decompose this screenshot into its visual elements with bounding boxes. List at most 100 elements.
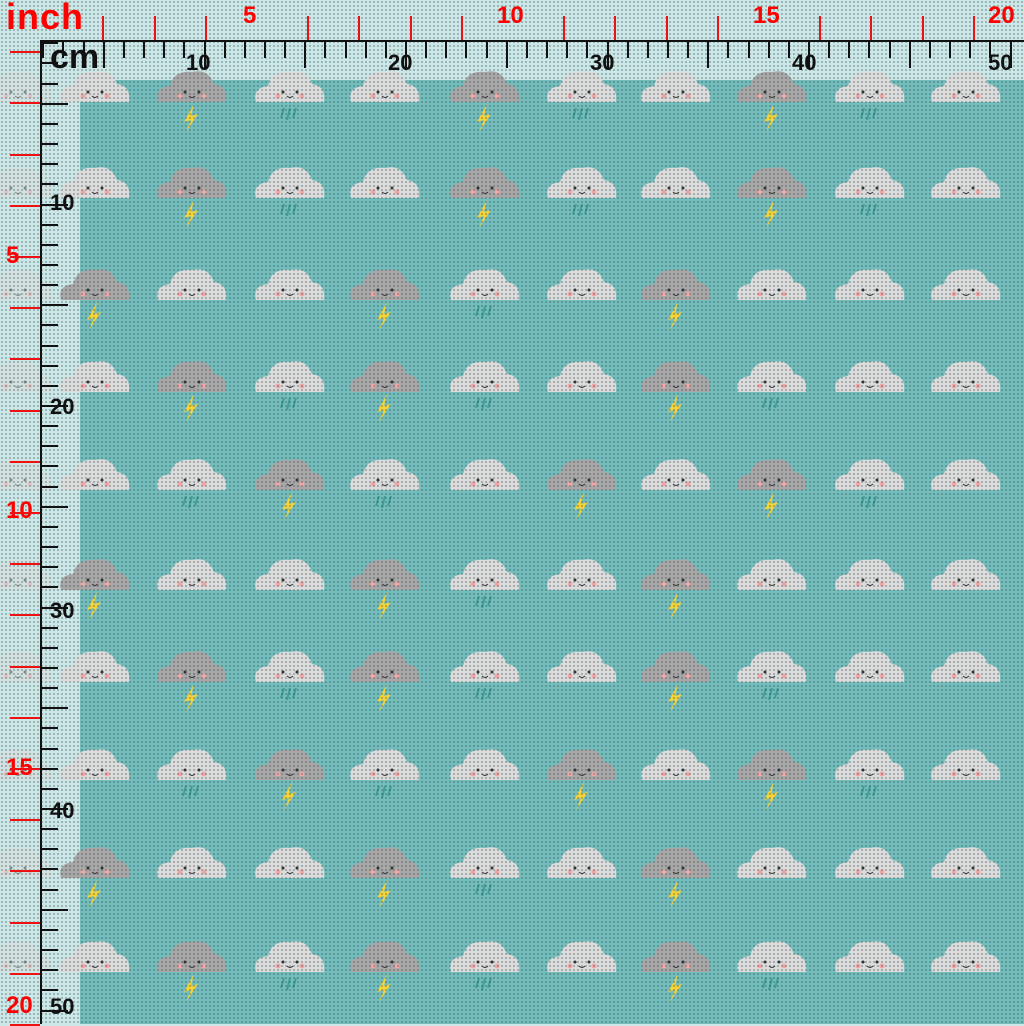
inch-tick [10, 204, 40, 207]
happy-cloud-icon [157, 847, 227, 878]
storm-cloud-icon [350, 361, 420, 422]
happy-cloud-icon [547, 651, 617, 682]
cm-tick [40, 868, 58, 871]
rain-cloud-icon [737, 651, 807, 701]
happy-cloud-icon [60, 459, 130, 490]
rain-cloud-icon [450, 651, 520, 701]
cm-tick [908, 40, 911, 68]
inch-tick [870, 16, 873, 40]
happy-cloud-icon [931, 361, 1001, 392]
cm-label-top: 50 [988, 50, 1013, 75]
inch-unit-label: inch [6, 0, 85, 37]
cm-tick [40, 828, 58, 831]
cm-tick [525, 40, 528, 58]
inch-tick [10, 665, 40, 668]
cm-tick [40, 747, 58, 750]
cm-tick [40, 566, 58, 569]
happy-cloud-icon [835, 559, 905, 590]
storm-cloud-icon [157, 941, 227, 1002]
storm-cloud-icon [350, 269, 420, 330]
cm-tick [40, 243, 58, 246]
cm-tick [848, 40, 851, 58]
cm-tick [40, 263, 58, 266]
cm-tick [40, 908, 68, 911]
happy-cloud-icon [931, 941, 1001, 972]
happy-cloud-icon [60, 361, 130, 392]
happy-cloud-icon [0, 941, 53, 972]
cm-tick [364, 40, 367, 58]
cm-tick [405, 40, 407, 68]
cm-tick [868, 40, 871, 58]
cm-tick [40, 344, 58, 347]
cm-tick [40, 425, 58, 428]
cm-tick [425, 40, 428, 58]
happy-cloud-icon [547, 361, 617, 392]
happy-cloud-icon [60, 71, 130, 102]
rain-cloud-icon [255, 167, 325, 217]
cm-tick [40, 969, 58, 972]
cm-tick [40, 163, 58, 166]
storm-cloud-icon [641, 847, 711, 908]
happy-cloud-icon [0, 847, 53, 878]
inch-label-left: 20 [6, 992, 33, 1019]
cm-tick [40, 102, 68, 105]
inch-tick [10, 921, 40, 924]
happy-cloud-icon [641, 459, 711, 490]
rain-cloud-icon [157, 459, 227, 509]
inch-label-left: 15 [6, 754, 33, 781]
storm-cloud-icon [60, 269, 130, 330]
inch-tick [10, 409, 40, 412]
rain-cloud-icon [450, 559, 520, 609]
inch-tick [460, 16, 463, 40]
happy-cloud-icon [737, 847, 807, 878]
cm-tick [687, 40, 690, 58]
rain-cloud-icon [255, 361, 325, 411]
cm-tick [40, 143, 58, 146]
inch-tick [10, 512, 40, 514]
rain-cloud-icon [450, 361, 520, 411]
inch-tick [10, 51, 40, 54]
cm-tick [384, 40, 387, 58]
cm-tick [183, 40, 186, 58]
inch-tick [102, 16, 105, 40]
happy-cloud-icon [157, 559, 227, 590]
rain-cloud-icon [547, 71, 617, 121]
happy-cloud-icon [931, 847, 1001, 878]
storm-cloud-icon [350, 847, 420, 908]
cm-ruler-vertical-line [40, 40, 42, 1024]
inch-tick [10, 307, 40, 310]
inch-tick [10, 460, 40, 463]
inch-tick [10, 153, 40, 156]
happy-cloud-icon [835, 941, 905, 972]
cm-tick [747, 40, 750, 58]
cm-tick [40, 626, 58, 629]
rain-cloud-icon [157, 749, 227, 799]
cm-tick [40, 82, 58, 85]
happy-cloud-icon [0, 269, 53, 300]
cm-tick [707, 40, 710, 68]
cm-tick [40, 384, 58, 387]
cm-label-left: 50 [50, 994, 75, 1019]
cm-tick [40, 808, 68, 810]
storm-cloud-icon [737, 459, 807, 520]
cm-tick [40, 284, 58, 287]
happy-cloud-icon [547, 941, 617, 972]
cm-tick [324, 40, 327, 58]
rain-cloud-icon [255, 71, 325, 121]
cm-tick [566, 40, 569, 58]
cm-tick [122, 40, 125, 58]
cm-tick [928, 40, 931, 58]
happy-cloud-icon [835, 361, 905, 392]
rain-cloud-icon [835, 71, 905, 121]
rain-cloud-icon [450, 847, 520, 897]
cm-label-top: 40 [792, 50, 817, 75]
inch-tick [921, 16, 924, 40]
inch-tick [665, 16, 668, 40]
rain-cloud-icon [547, 167, 617, 217]
happy-cloud-icon [450, 749, 520, 780]
cm-tick [40, 223, 58, 226]
cm-tick [82, 40, 85, 58]
storm-cloud-icon [641, 269, 711, 330]
cm-tick [646, 40, 649, 58]
cm-tick [767, 40, 770, 58]
